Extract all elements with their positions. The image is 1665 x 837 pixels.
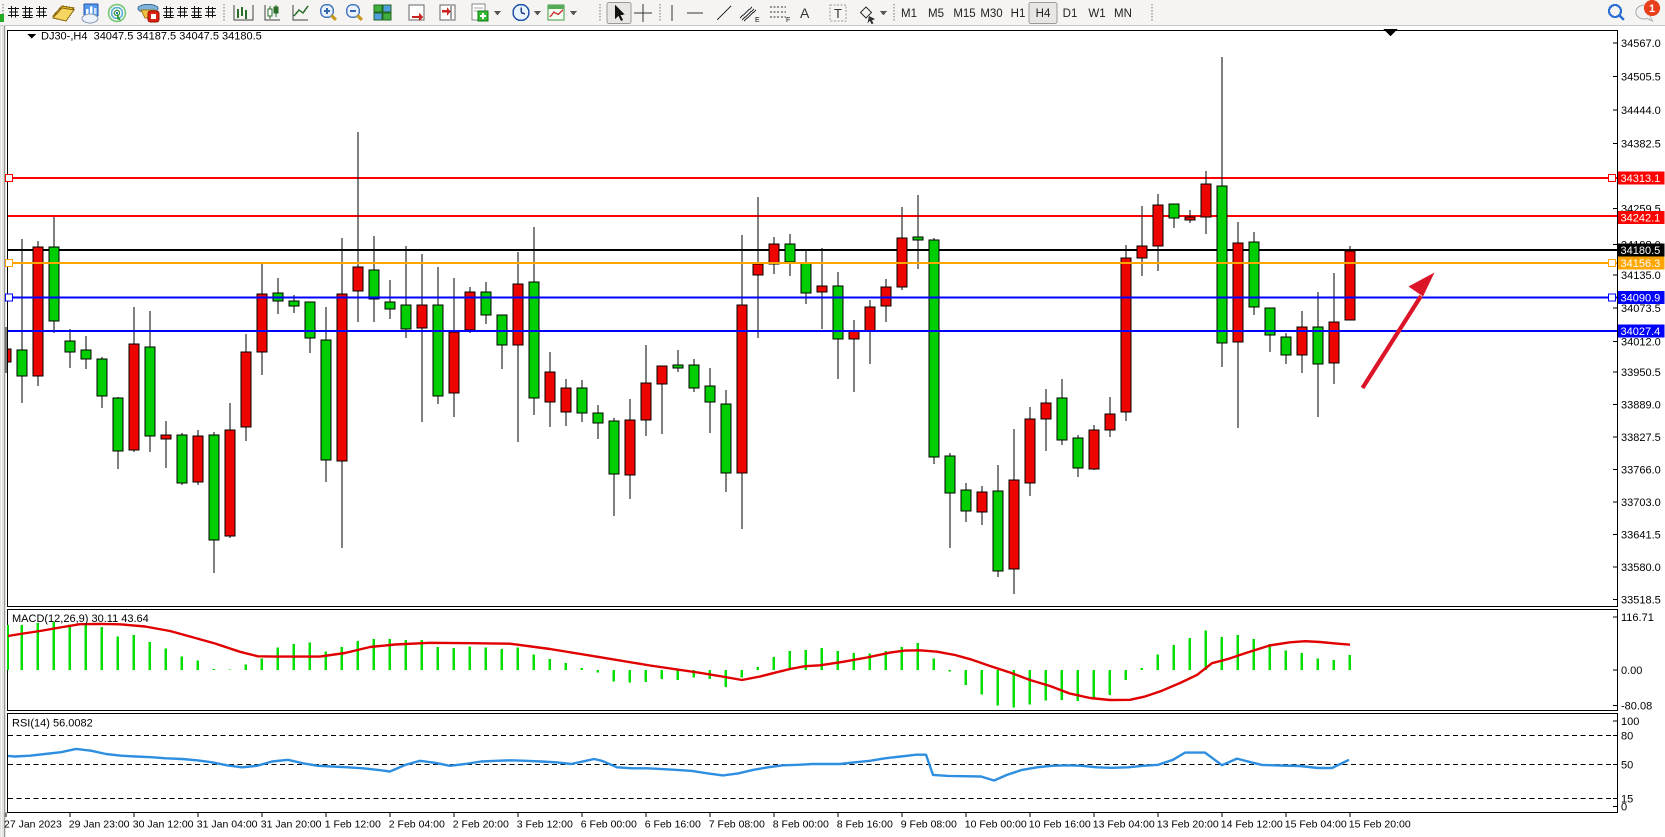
svg-text:A: A <box>800 5 810 21</box>
svg-text:34180.5: 34180.5 <box>1621 245 1661 257</box>
svg-text:0: 0 <box>1621 801 1627 813</box>
svg-text:100: 100 <box>1621 716 1639 728</box>
svg-text:13 Feb 20:00: 13 Feb 20:00 <box>1157 819 1219 831</box>
svg-text:T: T <box>834 6 842 21</box>
svg-text:-80.08: -80.08 <box>1621 700 1652 712</box>
svg-text:15 Feb 04:00: 15 Feb 04:00 <box>1285 819 1347 831</box>
svg-text:34135.0: 34135.0 <box>1621 270 1661 282</box>
svg-text:E: E <box>755 17 760 24</box>
svg-text:MACD(12,26,9) 30.11 43.64: MACD(12,26,9) 30.11 43.64 <box>12 613 149 625</box>
svg-text:10 Feb 16:00: 10 Feb 16:00 <box>1029 819 1091 831</box>
svg-text:15: 15 <box>1621 793 1633 805</box>
svg-text:7 Feb 08:00: 7 Feb 08:00 <box>709 819 765 831</box>
svg-text:8 Feb 16:00: 8 Feb 16:00 <box>837 819 893 831</box>
svg-text:1 Feb 12:00: 1 Feb 12:00 <box>325 819 381 831</box>
svg-text:80: 80 <box>1621 730 1633 742</box>
svg-text:M5: M5 <box>928 8 944 20</box>
svg-text:H1: H1 <box>1011 8 1026 20</box>
svg-text:15 Feb 20:00: 15 Feb 20:00 <box>1349 819 1411 831</box>
svg-text:0.00: 0.00 <box>1621 665 1642 677</box>
svg-text:DJ30-,H4 34047.5 34187.5 3404: DJ30-,H4 34047.5 34187.5 34047.5 34180.5 <box>41 31 262 43</box>
svg-text:31 Jan 20:00: 31 Jan 20:00 <box>261 819 322 831</box>
svg-text:8 Feb 00:00: 8 Feb 00:00 <box>773 819 829 831</box>
svg-text:M1: M1 <box>901 8 917 20</box>
svg-text:3 Feb 12:00: 3 Feb 12:00 <box>517 819 573 831</box>
svg-text:1: 1 <box>1649 3 1655 15</box>
svg-text:M15: M15 <box>953 8 975 20</box>
svg-text:6 Feb 16:00: 6 Feb 16:00 <box>645 819 701 831</box>
svg-text:33518.5: 33518.5 <box>1621 594 1661 606</box>
svg-text:33641.5: 33641.5 <box>1621 529 1661 541</box>
svg-text:13 Feb 04:00: 13 Feb 04:00 <box>1093 819 1155 831</box>
svg-text:27 Jan 2023: 27 Jan 2023 <box>4 819 62 831</box>
svg-text:M30: M30 <box>980 8 1002 20</box>
svg-text:2 Feb 20:00: 2 Feb 20:00 <box>453 819 509 831</box>
svg-text:34505.5: 34505.5 <box>1621 71 1661 83</box>
svg-text:33580.0: 33580.0 <box>1621 562 1661 574</box>
svg-text:D1: D1 <box>1063 8 1078 20</box>
svg-text:33703.0: 33703.0 <box>1621 497 1661 509</box>
svg-text:34242.1: 34242.1 <box>1621 213 1661 225</box>
svg-text:14 Feb 12:00: 14 Feb 12:00 <box>1221 819 1283 831</box>
svg-text:34090.9: 34090.9 <box>1621 293 1661 305</box>
svg-text:50: 50 <box>1621 759 1633 771</box>
svg-text:H4: H4 <box>1036 8 1051 20</box>
svg-text:33766.0: 33766.0 <box>1621 464 1661 476</box>
svg-text:10 Feb 00:00: 10 Feb 00:00 <box>965 819 1027 831</box>
svg-text:2 Feb 04:00: 2 Feb 04:00 <box>389 819 445 831</box>
svg-text:34567.0: 34567.0 <box>1621 38 1661 50</box>
svg-text:9 Feb 08:00: 9 Feb 08:00 <box>901 819 957 831</box>
svg-text:6 Feb 00:00: 6 Feb 00:00 <box>581 819 637 831</box>
svg-text:W1: W1 <box>1088 8 1105 20</box>
svg-text:34382.5: 34382.5 <box>1621 138 1661 150</box>
svg-text:RSI(14) 56.0082: RSI(14) 56.0082 <box>12 718 93 730</box>
svg-text:34027.4: 34027.4 <box>1621 326 1661 338</box>
svg-text:33827.5: 33827.5 <box>1621 432 1661 444</box>
svg-text:29 Jan 23:00: 29 Jan 23:00 <box>69 819 130 831</box>
svg-text:34012.0: 34012.0 <box>1621 336 1661 348</box>
svg-text:33889.0: 33889.0 <box>1621 399 1661 411</box>
svg-text:34073.5: 34073.5 <box>1621 303 1661 315</box>
svg-text:F: F <box>786 17 790 24</box>
svg-text:34313.1: 34313.1 <box>1621 173 1661 185</box>
svg-text:31 Jan 04:00: 31 Jan 04:00 <box>197 819 258 831</box>
svg-text:34156.3: 34156.3 <box>1621 258 1661 270</box>
svg-text:30 Jan 12:00: 30 Jan 12:00 <box>133 819 194 831</box>
svg-text:33950.5: 33950.5 <box>1621 367 1661 379</box>
svg-text:MN: MN <box>1114 8 1132 20</box>
svg-text:34444.0: 34444.0 <box>1621 105 1661 117</box>
svg-text:116.71: 116.71 <box>1621 612 1654 624</box>
